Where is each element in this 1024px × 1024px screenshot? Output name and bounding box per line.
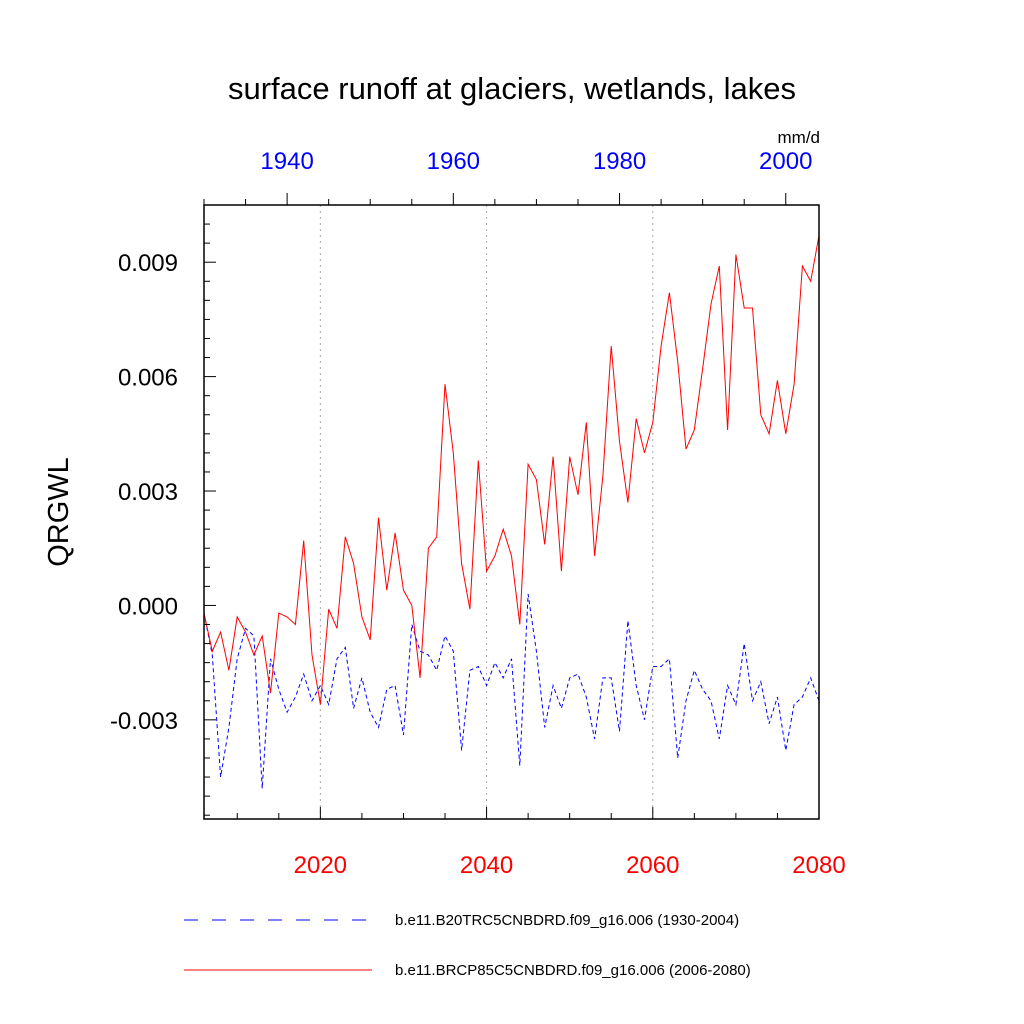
chart-title: surface runoff at glaciers, wetlands, la… bbox=[228, 71, 796, 106]
y-tick-label: 0.003 bbox=[118, 479, 178, 506]
x-top-tick-label: 1980 bbox=[593, 148, 646, 175]
x-bottom-tick-label: 2060 bbox=[626, 852, 679, 879]
tick-labels: 2020 2040 2060 2080 1940 1960 1980 2000 -0.003 0.… bbox=[110, 148, 846, 879]
x-bottom-tick-label: 2040 bbox=[460, 852, 513, 879]
x-top-tick-label: 1960 bbox=[427, 148, 480, 175]
y-tick-label: 0.006 bbox=[118, 365, 178, 392]
series-historical-line bbox=[203, 593, 820, 789]
x-bottom-tick-label: 2080 bbox=[792, 852, 845, 879]
legend-label-rcp85: b.e11.BRCP85C5CNBDRD.f09_g16.006 (2006-2… bbox=[395, 962, 751, 979]
y-axis-label: QRGWL bbox=[43, 457, 75, 567]
series-lines bbox=[203, 235, 820, 789]
units-label: mm/d bbox=[778, 128, 821, 147]
plot-frame bbox=[203, 204, 820, 820]
y-tick-label: -0.003 bbox=[110, 708, 178, 735]
legend-label-historical: b.e11.B20TRC5CNBDRD.f09_g16.006 (1930-20… bbox=[395, 912, 739, 929]
axis-ticks bbox=[203, 193, 820, 819]
x-bottom-tick-label: 2020 bbox=[294, 852, 347, 879]
series-rcp85-line bbox=[203, 235, 820, 705]
y-tick-label: 0.009 bbox=[118, 250, 178, 277]
y-tick-label: 0.000 bbox=[118, 593, 178, 620]
x-top-tick-label: 2000 bbox=[759, 148, 812, 175]
grid-lines bbox=[319, 205, 654, 819]
legend: b.e11.B20TRC5CNBDRD.f09_g16.006 (1930-20… bbox=[184, 912, 751, 979]
x-top-tick-label: 1940 bbox=[260, 148, 313, 175]
